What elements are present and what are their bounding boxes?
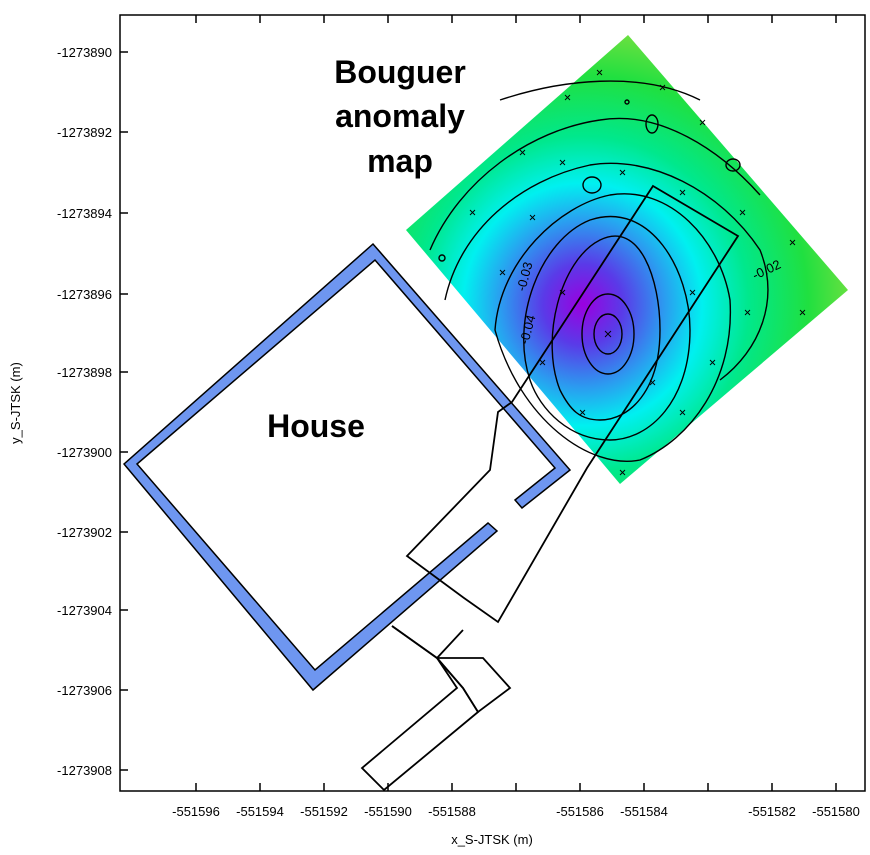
y-tick-label: -1273894 <box>57 206 112 221</box>
x-axis-title: x_S-JTSK (m) <box>451 832 533 847</box>
plot-frame <box>119 14 866 792</box>
house-walls <box>122 242 572 692</box>
map-title-line-2: anomaly <box>335 98 465 134</box>
sample-points <box>469 69 806 476</box>
contour-lines <box>429 80 769 462</box>
x-tick-label: -551594 <box>236 804 284 819</box>
y-tick-label: -1273904 <box>57 603 112 618</box>
anomaly-surface <box>406 35 848 484</box>
y-tick-label: -1273892 <box>57 125 112 140</box>
y-tick-labels: -1273890 -1273892 -1273894 -1273896 -127… <box>57 45 112 778</box>
x-tick-label: -551588 <box>428 804 476 819</box>
contour-label-003: -0.03 <box>513 260 535 293</box>
house-label: House <box>267 408 365 444</box>
x-tick-label: -551592 <box>300 804 348 819</box>
x-tick-label: -551590 <box>364 804 412 819</box>
x-tick-label: -551582 <box>748 804 796 819</box>
y-tick-label: -1273898 <box>57 365 112 380</box>
contour-label-004: -0.04 <box>516 313 538 346</box>
y-tick-label: -1273900 <box>57 445 112 460</box>
y-tick-label: -1273902 <box>57 525 112 540</box>
x-tick-label: -551596 <box>172 804 220 819</box>
x-tick-label: -551580 <box>812 804 860 819</box>
map-title-line-1: Bouguer <box>334 54 466 90</box>
site-outlines <box>360 184 740 791</box>
y-tick-label: -1273896 <box>57 287 112 302</box>
y-tick-label: -1273908 <box>57 763 112 778</box>
map-title-line-3: map <box>367 143 433 179</box>
y-tick-label: -1273890 <box>57 45 112 60</box>
x-tick-labels: -551596 -551594 -551592 -551590 -551588 … <box>172 804 860 819</box>
x-tick-label: -551584 <box>620 804 668 819</box>
y-axis-title: y_S-JTSK (m) <box>8 362 23 444</box>
x-tick-label: -551586 <box>556 804 604 819</box>
y-tick-label: -1273906 <box>57 683 112 698</box>
axis-ticks <box>120 15 837 791</box>
